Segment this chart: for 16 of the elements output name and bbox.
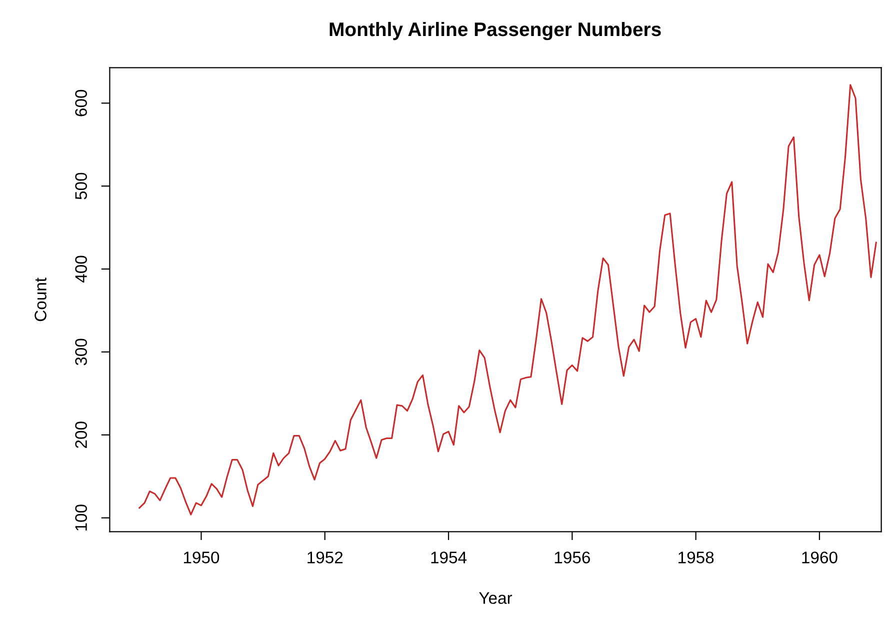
x-tick-label: 1952	[308, 552, 343, 564]
y-tick-label: 300	[75, 338, 87, 366]
x-tick-label: 1954	[431, 552, 467, 564]
y-tick-label: 600	[75, 90, 87, 116]
y-tick-label: 100	[75, 504, 87, 530]
y-tick-label: 400	[75, 256, 87, 283]
line-series	[138, 84, 877, 516]
x-tick-label: 1958	[678, 552, 714, 564]
x-tick-label: 1950	[184, 552, 220, 564]
x-axis-title: Year	[479, 592, 512, 604]
chart-title: Monthly Airline Passenger Numbers	[330, 22, 661, 40]
y-tick-label: 500	[75, 172, 87, 200]
x-tick-label: 1960	[802, 552, 838, 564]
x-tick-label: 1956	[554, 552, 590, 564]
y-axis-title: Count	[34, 278, 46, 322]
y-tick-label: 200	[75, 422, 87, 448]
